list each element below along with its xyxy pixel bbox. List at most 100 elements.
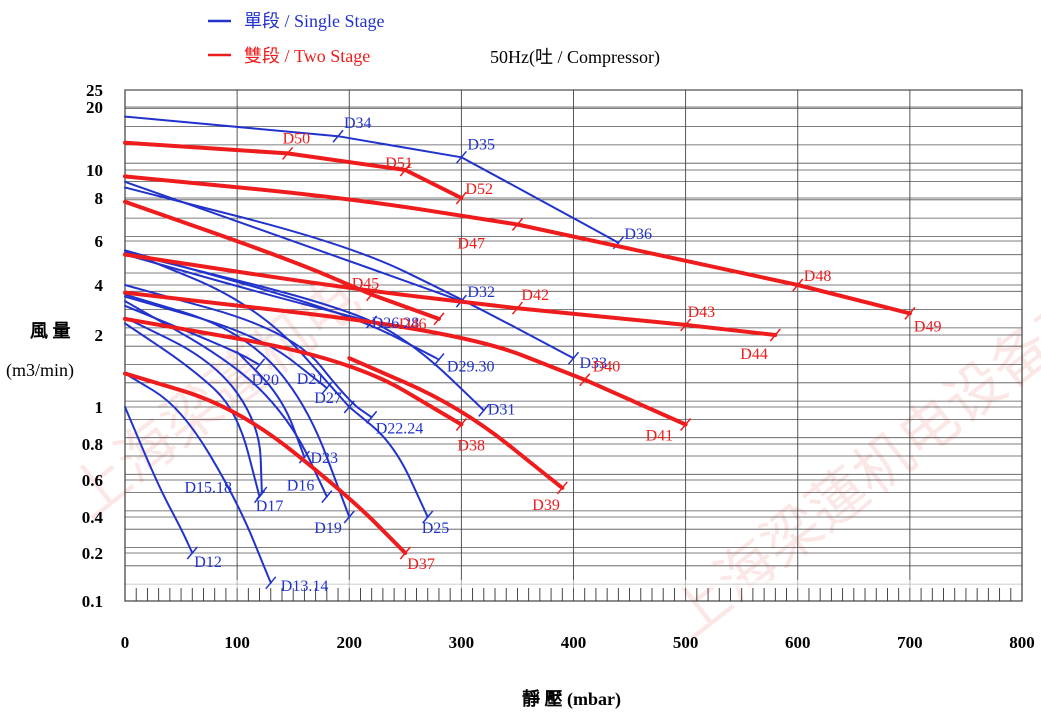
curve-d19 [124, 293, 351, 518]
curve-end-tick [904, 306, 916, 320]
curve-d49 [795, 283, 912, 316]
y-tick-label: 20 [86, 98, 103, 117]
curve-d41 [582, 377, 688, 427]
curve-label-d12: D12 [194, 554, 222, 571]
legend-two-label: 雙段 / Two Stage [244, 46, 370, 66]
curve-label-d48: D48 [804, 268, 832, 285]
curve-end-tick [422, 510, 434, 524]
performance-curves [123, 115, 916, 590]
curve-label-d31: D31 [488, 401, 516, 418]
curve-label-d42: D42 [521, 287, 549, 304]
curve-d37 [123, 371, 408, 555]
y-tick-label: 8 [95, 189, 104, 208]
curve-d23 [236, 350, 306, 459]
curve-label-d19: D19 [314, 520, 342, 537]
curve-end-tick [343, 400, 355, 414]
curve-d26-28 [124, 253, 373, 323]
axis-ticks: 0 100 200 300 400 500 600 700 800 0.1 0.2 0.4 0.6 0.8… [82, 81, 1035, 652]
x-axis-title: 靜 壓 (mbar) [522, 688, 621, 710]
curve-label-d25: D25 [422, 520, 450, 537]
curve-end-tick [680, 417, 692, 431]
curve-label-d44: D44 [740, 346, 768, 363]
y-tick-label: 10 [86, 161, 103, 180]
legend: 單段 / Single Stage 雙段 / Two Stage [208, 11, 385, 66]
curve-label-d15-18: D15.18 [185, 480, 233, 497]
chart-title: 50Hz(吐 / Compressor) [490, 47, 660, 68]
curve-label-d37: D37 [407, 556, 435, 573]
curve-label-d38: D38 [457, 438, 485, 455]
curve-label-d21: D21 [297, 371, 325, 388]
curve-label-d13-14: D13.14 [281, 578, 329, 595]
curve-label-d36: D36 [624, 226, 652, 243]
curve-d21 [124, 295, 328, 390]
y-tick-label: 25 [86, 81, 103, 100]
x-tick-label: 700 [897, 633, 923, 652]
curve-label-d46: D46 [399, 316, 427, 333]
x-tick-label: 800 [1009, 633, 1035, 652]
curve-end-tick [455, 191, 467, 205]
y-tick-label: 0.2 [82, 544, 103, 563]
curve-end-tick [366, 410, 378, 424]
y-tick-label: 1 [95, 398, 104, 417]
curve-d47 [123, 174, 520, 227]
curve-d48 [515, 222, 800, 287]
curve-d43 [515, 306, 688, 327]
curve-d17 [124, 316, 263, 495]
curve-label-d50: D50 [283, 130, 311, 147]
grid [124, 89, 1023, 602]
curve-d38 [123, 316, 464, 427]
curve-label-d35: D35 [467, 136, 495, 153]
y-tick-label: 0.6 [82, 471, 103, 490]
y-axis-title-line1: 風 量 [30, 320, 71, 341]
y-tick-label: 0.4 [82, 508, 104, 527]
curve-d50 [123, 140, 290, 156]
curve-end-tick [298, 450, 310, 464]
x-tick-label: 0 [121, 633, 130, 652]
curve-d39 [347, 356, 565, 490]
curve-label-d43: D43 [688, 304, 716, 321]
legend-single-label: 單段 / Single Stage [244, 11, 385, 31]
curve-label-d27: D27 [314, 390, 342, 407]
curve-d34 [124, 115, 339, 138]
curve-label-d16: D16 [287, 478, 315, 495]
curve-label-d22-24: D22.24 [376, 420, 424, 437]
curve-end-tick [343, 510, 355, 524]
y-tick-label: 0.8 [82, 435, 103, 454]
x-tick-label: 400 [561, 633, 587, 652]
curve-label-d47: D47 [457, 236, 485, 253]
curve-label-d51: D51 [385, 155, 413, 172]
curve-end-tick [478, 403, 490, 417]
curve-label-d20: D20 [252, 372, 280, 389]
curve-label-d45: D45 [352, 276, 380, 293]
curve-label-d41: D41 [646, 428, 674, 445]
curve-d52 [403, 168, 464, 200]
curve-label-d33: D33 [580, 355, 608, 372]
curve-label-d34: D34 [344, 115, 372, 132]
x-tick-label: 100 [224, 633, 250, 652]
y-tick-label: 2 [95, 326, 104, 345]
curve-end-tick [556, 481, 568, 495]
curve-end-tick [769, 328, 781, 342]
rug-band [126, 580, 1021, 588]
curve-d20 [124, 304, 261, 366]
y-tick-label: 0.1 [82, 592, 103, 611]
curve-d12 [124, 406, 194, 554]
x-tick-label: 300 [449, 633, 475, 652]
curve-d44 [683, 322, 778, 337]
curve-d32 [124, 180, 463, 303]
curve-d45 [123, 199, 374, 297]
curve-end-tick [265, 576, 277, 590]
curve-end-tick [253, 358, 266, 372]
y-tick-label: 6 [95, 232, 104, 251]
curve-d42 [123, 252, 520, 311]
curve-label-d29-30: D29.30 [447, 359, 495, 376]
curve-end-tick [455, 417, 467, 431]
curve-label-d39: D39 [532, 497, 560, 514]
curve-d35 [337, 135, 463, 159]
curve-label-d49: D49 [914, 318, 942, 335]
curve-label-d40: D40 [593, 359, 621, 376]
curve-end-tick [321, 490, 333, 504]
curve-end-tick [186, 546, 198, 560]
curve-end-tick [433, 312, 445, 326]
